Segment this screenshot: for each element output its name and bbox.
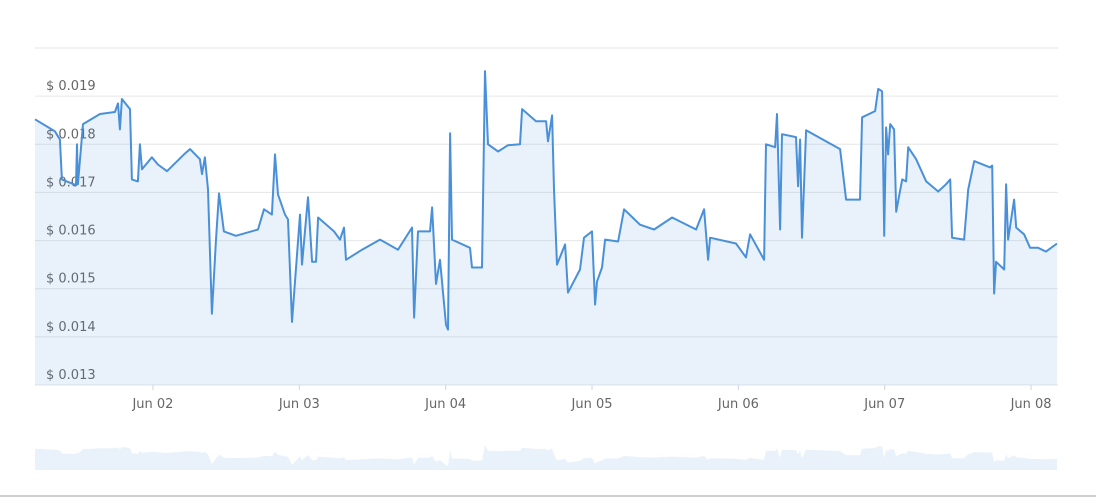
x-tick-label: Jun 05 — [571, 397, 613, 412]
y-tick-label: $ 0.014 — [46, 320, 96, 335]
y-tick-label: $ 0.013 — [46, 368, 96, 383]
x-tick-label: Jun 02 — [131, 397, 173, 412]
y-tick-label: $ 0.015 — [46, 272, 96, 287]
x-tick-label: Jun 07 — [863, 397, 905, 412]
x-tick-label: Jun 03 — [278, 397, 320, 412]
x-tick-label: Jun 08 — [1010, 397, 1052, 412]
series-area — [35, 71, 1057, 385]
navigator-area — [35, 444, 1057, 470]
x-tick-label: Jun 04 — [424, 397, 466, 412]
y-tick-label: $ 0.016 — [46, 224, 96, 239]
y-tick-label: $ 0.019 — [46, 79, 96, 94]
series-line — [34, 70, 1058, 331]
x-tick-label: Jun 06 — [717, 397, 759, 412]
